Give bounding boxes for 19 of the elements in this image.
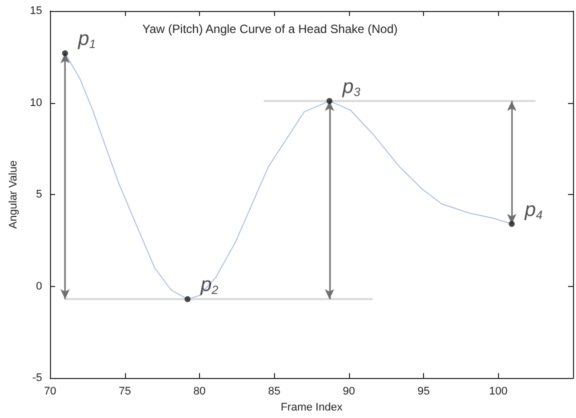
point [508,220,515,227]
point [62,50,68,56]
x-tick-label: 75 [118,386,131,398]
point [184,296,191,302]
y-tick-label: 15 [30,5,42,17]
y-tick-label: -5 [32,372,42,384]
x-tick-label: 70 [44,386,56,398]
x-tick-label: 80 [193,386,206,398]
x-tick-label: 85 [268,386,280,398]
y-tick-label: 5 [36,188,42,201]
y-tick-label: 10 [30,96,42,109]
x-axis-title: Frame Index [280,402,343,414]
x-tick-label: 90 [342,386,356,398]
text: Yaw (Pitch) Angle Curve of a Head Shake (Nod) [142,22,398,36]
y-axis-title: Angular Value [8,160,20,229]
x-tick-label: 95 [417,386,430,398]
y-tick-label: 0 [36,280,42,292]
x-tick-label: 100 [489,386,508,398]
point [326,98,332,104]
